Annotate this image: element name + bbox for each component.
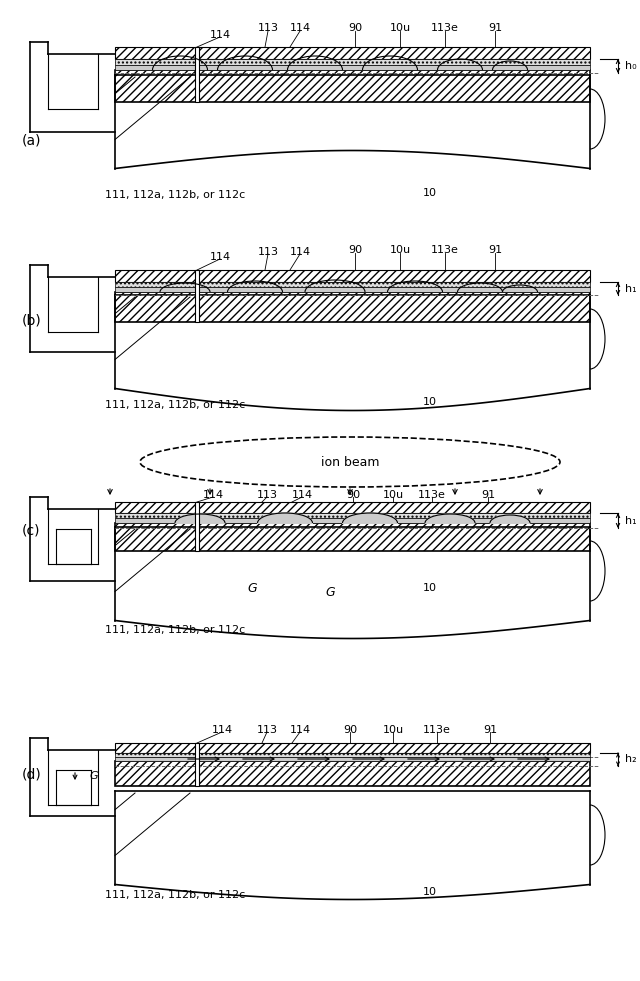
Text: 114: 114 bbox=[289, 725, 310, 735]
Text: 111, 112a, 112b, or 112c: 111, 112a, 112b, or 112c bbox=[105, 890, 245, 900]
Polygon shape bbox=[175, 514, 225, 523]
Bar bbox=[195, 47, 199, 102]
Bar bbox=[115, 292, 590, 322]
Text: (d): (d) bbox=[22, 768, 42, 782]
Text: h₂: h₂ bbox=[625, 754, 637, 764]
Text: 113: 113 bbox=[257, 725, 278, 735]
Text: 91: 91 bbox=[481, 490, 495, 500]
Bar bbox=[115, 513, 590, 518]
Text: 111, 112a, 112b, or 112c: 111, 112a, 112b, or 112c bbox=[105, 400, 245, 410]
Text: 113e: 113e bbox=[423, 725, 451, 735]
Bar bbox=[195, 502, 199, 551]
Bar bbox=[115, 757, 590, 761]
Text: 90: 90 bbox=[346, 490, 360, 500]
Bar bbox=[115, 287, 590, 292]
Text: 114: 114 bbox=[211, 725, 232, 735]
Text: (a): (a) bbox=[22, 133, 42, 147]
Text: 90: 90 bbox=[348, 245, 362, 255]
Text: 113e: 113e bbox=[418, 490, 446, 500]
Text: 91: 91 bbox=[488, 23, 502, 33]
Text: 114: 114 bbox=[289, 23, 310, 33]
Text: 114: 114 bbox=[209, 252, 230, 262]
Text: G: G bbox=[90, 771, 99, 781]
Bar bbox=[115, 65, 590, 70]
Text: (b): (b) bbox=[22, 313, 42, 327]
Bar bbox=[115, 753, 590, 757]
Polygon shape bbox=[342, 513, 397, 523]
Text: 114: 114 bbox=[202, 490, 223, 500]
Bar bbox=[115, 518, 590, 523]
Text: h₁: h₁ bbox=[625, 515, 637, 526]
Bar bbox=[115, 59, 590, 65]
Bar bbox=[195, 270, 199, 322]
Text: 114: 114 bbox=[209, 30, 230, 40]
Text: (c): (c) bbox=[22, 523, 40, 537]
Text: 10u: 10u bbox=[383, 490, 404, 500]
Text: 10u: 10u bbox=[389, 23, 411, 33]
Bar bbox=[115, 523, 590, 551]
Text: 10: 10 bbox=[423, 887, 437, 897]
Text: h₁: h₁ bbox=[625, 284, 637, 293]
Text: 113: 113 bbox=[257, 23, 278, 33]
Text: G: G bbox=[247, 582, 257, 594]
Text: 90: 90 bbox=[343, 725, 357, 735]
Text: 10u: 10u bbox=[389, 245, 411, 255]
Bar bbox=[115, 270, 590, 282]
Polygon shape bbox=[490, 515, 530, 523]
Bar bbox=[195, 743, 199, 786]
Text: 10: 10 bbox=[423, 583, 437, 593]
Text: G: G bbox=[325, 586, 335, 598]
Text: 91: 91 bbox=[488, 245, 502, 255]
Text: 113: 113 bbox=[257, 247, 278, 257]
Text: 91: 91 bbox=[483, 725, 497, 735]
Bar bbox=[115, 743, 590, 753]
Text: 114: 114 bbox=[289, 247, 310, 257]
Text: 113e: 113e bbox=[431, 23, 459, 33]
Bar bbox=[115, 761, 590, 786]
Text: h₀: h₀ bbox=[625, 61, 637, 71]
Text: ion beam: ion beam bbox=[321, 455, 380, 469]
Text: 113e: 113e bbox=[431, 245, 459, 255]
Text: 10: 10 bbox=[423, 397, 437, 407]
Bar bbox=[115, 70, 590, 102]
Bar bbox=[115, 502, 590, 513]
Bar bbox=[115, 47, 590, 59]
Polygon shape bbox=[425, 514, 475, 523]
Bar bbox=[115, 282, 590, 287]
Text: 111, 112a, 112b, or 112c: 111, 112a, 112b, or 112c bbox=[105, 625, 245, 635]
Text: 111, 112a, 112b, or 112c: 111, 112a, 112b, or 112c bbox=[105, 190, 245, 200]
Text: 113: 113 bbox=[257, 490, 278, 500]
Polygon shape bbox=[257, 513, 312, 523]
Text: 10: 10 bbox=[423, 188, 437, 198]
Text: 90: 90 bbox=[348, 23, 362, 33]
Text: 114: 114 bbox=[291, 490, 312, 500]
Text: 10u: 10u bbox=[383, 725, 404, 735]
